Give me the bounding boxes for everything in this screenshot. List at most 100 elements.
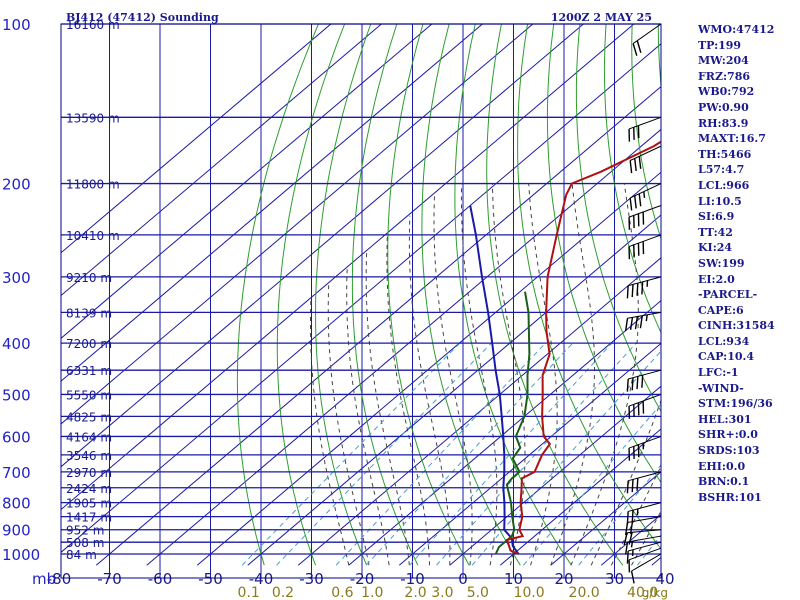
wind-barb-flag: [631, 284, 634, 298]
isotherm-line: [499, 428, 661, 566]
mixing-ratio-label: 20.0: [569, 585, 600, 600]
pressure-tick-label: 300: [2, 269, 31, 287]
wind-barb: [626, 276, 662, 299]
pressure-tick-label: 900: [2, 522, 31, 540]
wind-barb-flag: [641, 375, 644, 388]
pressure-tick-label: 1000: [2, 546, 40, 564]
temperature-tick-label: 0: [458, 570, 468, 588]
wind-barb-shaft: [628, 276, 662, 287]
wind-barb-shaft: [628, 471, 662, 482]
temperature-line: [505, 140, 661, 555]
height-label: 4164 m: [66, 430, 112, 444]
wind-barb-shaft: [627, 529, 662, 534]
sounding-index: WB0:792: [698, 85, 755, 99]
isotherm-line: [61, 24, 635, 511]
moist-adiabat-line: [365, 252, 410, 566]
wind-barb-flag: [631, 479, 634, 493]
wind-barb-flag: [636, 376, 639, 390]
sounding-index: LCL:966: [698, 178, 750, 192]
isotherm-line: [398, 342, 661, 566]
sounding-index: -PARCEL-: [698, 288, 758, 302]
wind-barb-flag: [629, 317, 634, 331]
mixing-ratio-label: 0.2: [272, 585, 294, 600]
isobar-lines: [61, 23, 661, 555]
mixing-ratio-unit: g/kg: [642, 586, 668, 600]
wind-barb-flag: [634, 316, 639, 330]
wind-barb-shaft: [629, 145, 662, 161]
mixing-ratio-line: [335, 342, 546, 566]
height-label: 952 m: [66, 524, 104, 538]
moist-adiabat-line: [491, 183, 526, 566]
wind-barb-flag: [628, 532, 633, 545]
wind-barb-flag: [626, 511, 629, 525]
height-label: 10410 m: [66, 229, 120, 243]
valid-time: 1200Z 2 MAY 25: [551, 11, 652, 24]
wind-barb: [628, 205, 662, 230]
isotherm-line: [61, 24, 383, 297]
sounding-index: LCL:934: [698, 334, 750, 348]
wind-barb-flag: [629, 160, 633, 174]
wind-barb: [628, 234, 662, 260]
sounding-index: SRDS:103: [698, 444, 760, 458]
wind-barb: [626, 541, 662, 564]
wind-barb: [626, 502, 662, 525]
wind-barb-shaft: [627, 311, 662, 319]
wind-barb-flag: [630, 570, 635, 584]
wind-barb-shaft: [628, 393, 662, 407]
sounding-index: BRN:0.1: [698, 475, 750, 489]
wind-barb-flag: [629, 197, 633, 211]
sounding-index: LI:10.5: [698, 194, 742, 208]
mixing-ratio-line: [276, 342, 492, 566]
wind-barb-half-flag: [645, 314, 648, 322]
wind-barb: [624, 516, 662, 536]
mixing-ratio-line: [578, 464, 661, 566]
dry-adiabat-line: [236, 24, 319, 566]
mixing-ratio-label: 0.1: [237, 585, 259, 600]
isotherm-line: [449, 385, 661, 566]
station-title: BJ412 (47412) Sounding: [66, 11, 219, 24]
dry-adiabat-line: [387, 24, 470, 566]
temperature-tick-label: -50: [198, 570, 223, 588]
mixing-ratio-label: 40.0: [627, 585, 658, 600]
sounding-index: CAP:10.4: [698, 350, 755, 364]
isotherm-line: [61, 24, 484, 382]
isotherm-line: [247, 214, 661, 566]
mixing-ratio-label: 3.0: [431, 585, 453, 600]
sounding-index: TH:5466: [698, 147, 752, 161]
temperature-tick-label: -80: [47, 570, 72, 588]
wind-barb: [632, 23, 662, 56]
isotherm-lines: [61, 24, 661, 578]
wind-barb-shaft: [631, 553, 662, 572]
wind-barb-flag: [626, 378, 629, 392]
mixing-ratio-line: [637, 534, 661, 566]
wind-barb-flag: [636, 478, 639, 491]
wind-barb-flag: [641, 281, 644, 295]
moist-adiabat-line: [408, 215, 451, 566]
sounding-index: L57:4.7: [698, 163, 745, 177]
isotherm-line: [61, 24, 332, 254]
parcel-path: [469, 205, 520, 555]
temperature-tick-label: 30: [605, 570, 624, 588]
wind-barb: [629, 183, 662, 211]
moist-adiabat-line: [570, 183, 639, 566]
temperature-tick-label: -20: [350, 570, 375, 588]
sounding-index: MW:204: [698, 54, 749, 68]
sounding-index: STM:196/36: [698, 397, 773, 411]
wind-barb: [628, 435, 662, 461]
sounding-index: MAXT:16.7: [698, 132, 766, 146]
wind-barb-shaft: [628, 116, 662, 130]
isotherm-line: [61, 24, 433, 339]
isotherm-line: [297, 257, 661, 566]
isotherm-line: [196, 171, 661, 566]
wind-barb-column: [623, 23, 662, 584]
wind-barb: [630, 553, 662, 584]
wind-barb-flag: [631, 510, 634, 523]
pressure-tick-label: 200: [2, 176, 31, 194]
mixing-ratio-label: 2.0: [404, 585, 426, 600]
wind-barb-shaft: [628, 234, 662, 248]
sounding-index: TP:199: [698, 38, 742, 52]
sounding-profiles: [469, 140, 661, 555]
sounding-index: TT:42: [698, 225, 733, 239]
pressure-tick-label: 400: [2, 335, 31, 353]
sounding-index: RH:83.9: [698, 116, 749, 130]
